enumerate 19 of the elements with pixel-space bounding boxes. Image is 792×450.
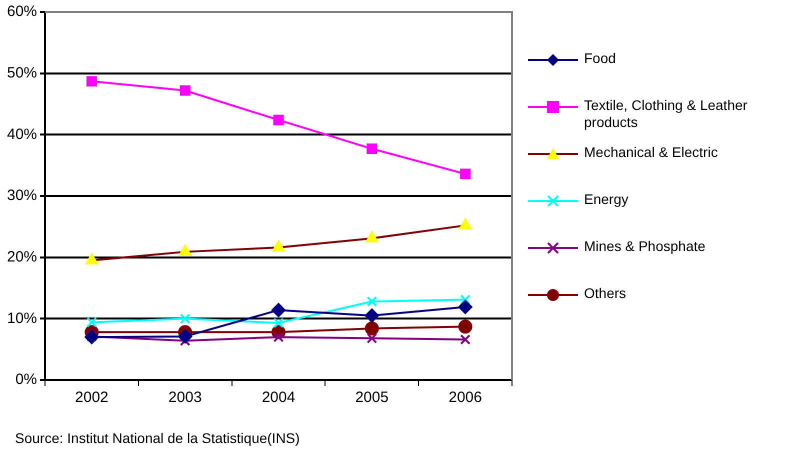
legend-label: Mechanical & Electric bbox=[584, 144, 719, 161]
y-tick-label: 50% bbox=[6, 64, 38, 82]
x-tick-label: 2005 bbox=[355, 389, 389, 406]
x-tick-label: 2002 bbox=[75, 389, 108, 406]
y-tick-label: 60% bbox=[6, 3, 38, 20]
legend-label: Food bbox=[584, 50, 617, 67]
y-tick-label: 10% bbox=[6, 310, 38, 327]
y-tick-label: 20% bbox=[6, 248, 38, 266]
source-note: Source: Institut National de la Statistique(INS) bbox=[15, 430, 300, 446]
legend-label: Energy bbox=[584, 191, 630, 208]
y-tick-label: 40% bbox=[6, 126, 38, 143]
x-tick-label: 2006 bbox=[448, 389, 482, 406]
y-tick-label: 0% bbox=[15, 371, 38, 388]
x-tick-label: 2004 bbox=[262, 389, 296, 406]
y-tick-label: 30% bbox=[6, 187, 38, 204]
legend-label: Others bbox=[584, 285, 628, 302]
legend-label: Textile, Clothing & Leather products bbox=[584, 97, 748, 131]
x-tick-label: 2003 bbox=[168, 389, 202, 406]
legend-label: Mines & Phosphate bbox=[584, 238, 706, 255]
